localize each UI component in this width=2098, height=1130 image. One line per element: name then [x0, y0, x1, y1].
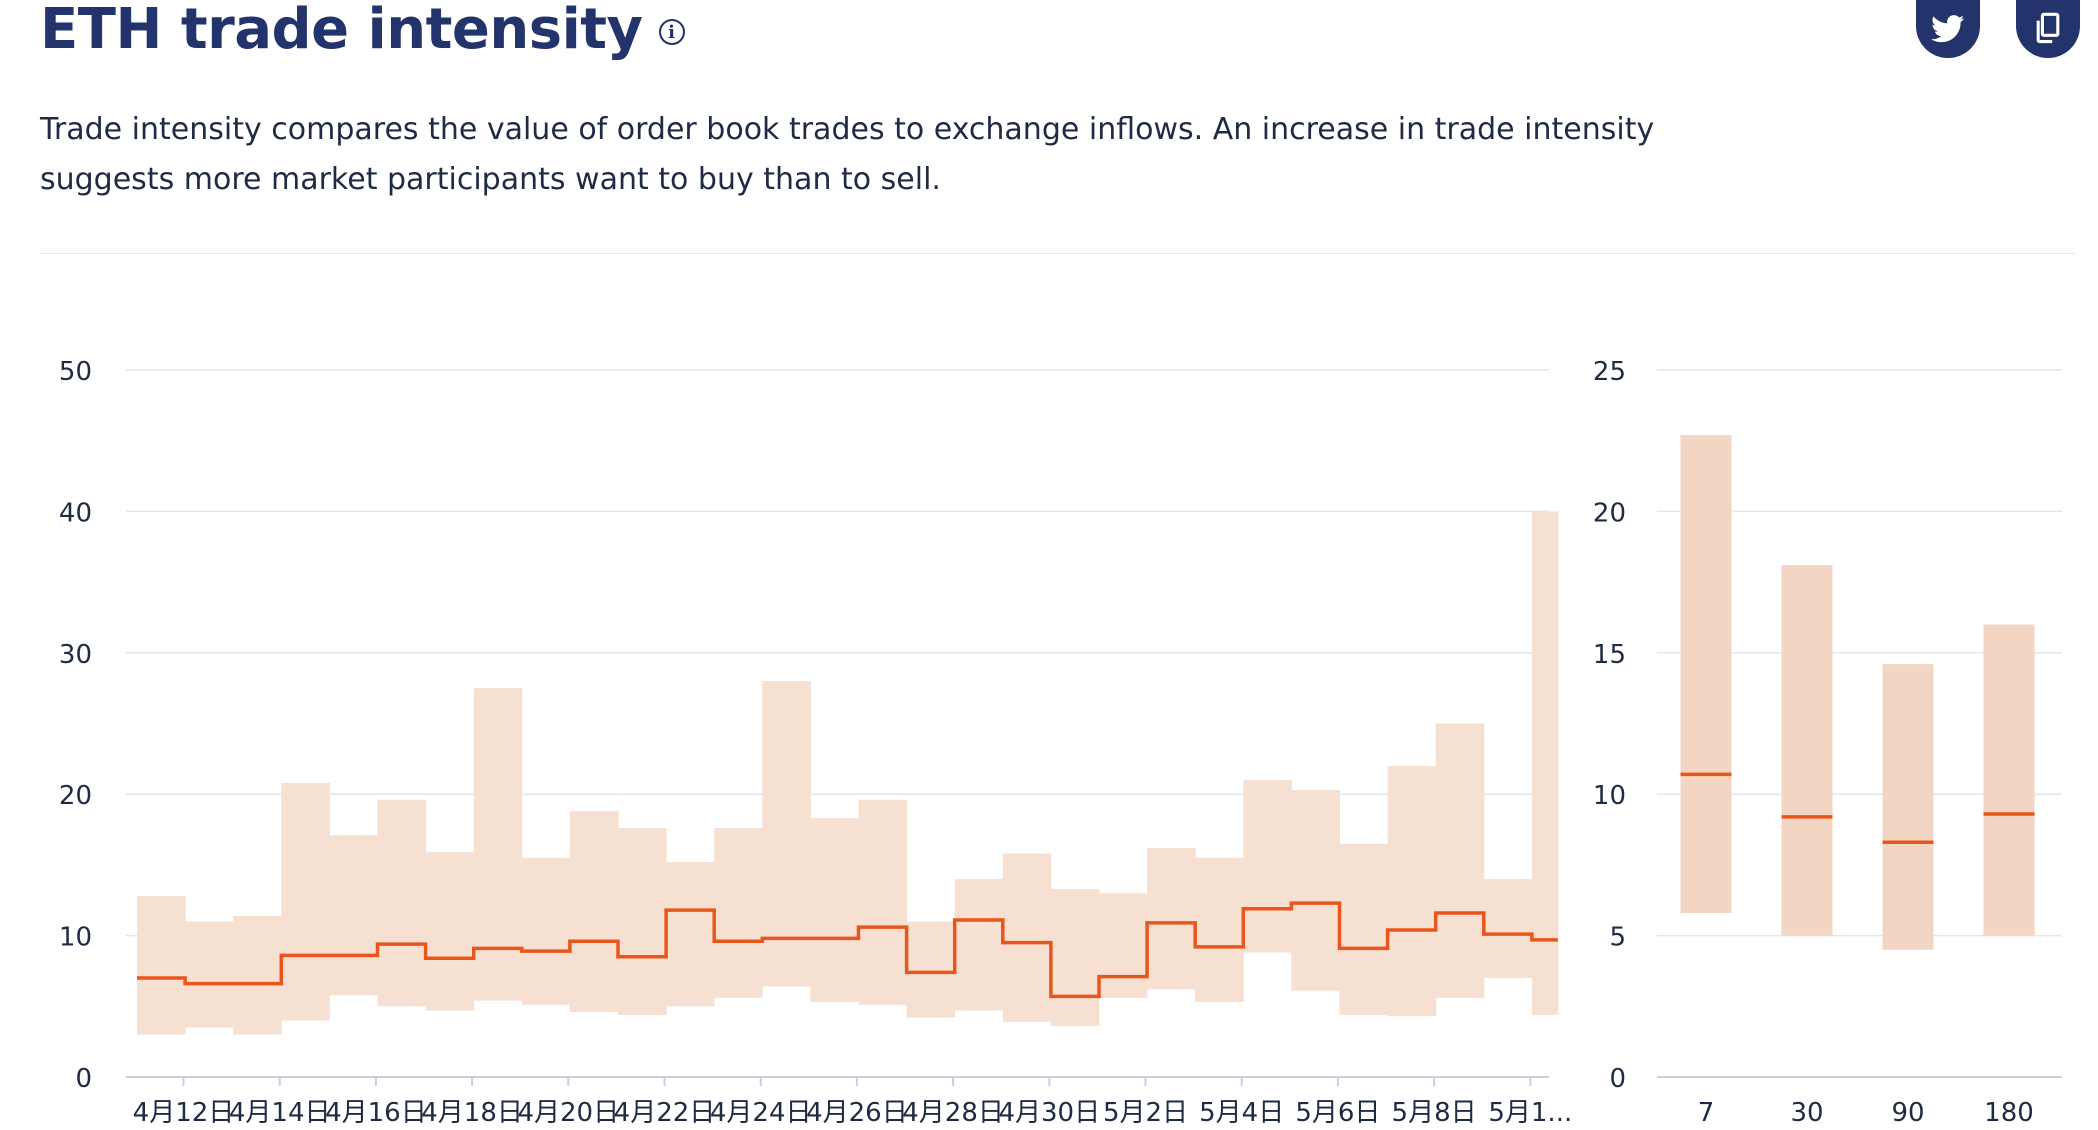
range-band: [521, 857, 571, 1005]
twitter-icon: [1931, 15, 1965, 43]
range-band: [666, 862, 715, 1007]
side-chart-x-ticks: 7 30 90 180: [1698, 1098, 2034, 1128]
range-band: [1339, 843, 1389, 1015]
period-range-bar: [1781, 565, 1833, 936]
range-band: [906, 921, 956, 1018]
range-band: [762, 681, 811, 987]
range-band: [281, 782, 330, 1021]
main-y-tick-label: 10: [59, 923, 92, 953]
main-chart-range-bands: [137, 511, 1559, 1035]
side-x-tick-label: 180: [1984, 1098, 2034, 1128]
range-band: [233, 915, 282, 1035]
range-band: [954, 879, 1004, 1011]
side-y-tick-label: 10: [1593, 781, 1626, 811]
range-band: [1050, 888, 1100, 1027]
chart-header: ETH trade intensity i: [40, 0, 2070, 64]
side-y-tick-label: 15: [1593, 640, 1626, 670]
range-band: [473, 688, 523, 1001]
range-band: [1483, 879, 1533, 979]
main-y-tick-label: 30: [59, 640, 92, 670]
range-band: [1195, 857, 1244, 1003]
range-band: [425, 852, 475, 1011]
period-range-bar: [1680, 435, 1732, 913]
range-band: [1147, 847, 1196, 990]
main-x-tick-label: 5月2日: [1103, 1098, 1188, 1128]
twitter-share-button[interactable]: [1916, 0, 1980, 58]
side-x-tick-label: 7: [1698, 1098, 1715, 1128]
main-x-tick-label: 5月1...: [1488, 1098, 1572, 1128]
main-x-tick-label: 5月6日: [1295, 1098, 1380, 1128]
main-x-tick-label: 4月26日: [806, 1098, 908, 1128]
main-y-tick-label: 20: [59, 781, 92, 811]
main-x-tick-label: 5月8日: [1392, 1098, 1477, 1128]
main-chart-step-line: [137, 901, 1558, 999]
period-range-bar: [1882, 664, 1934, 950]
main-y-tick-label: 0: [75, 1064, 92, 1094]
side-chart-y-ticks: 0 5 10 15 20 25: [1593, 357, 1626, 1094]
range-band: [1243, 780, 1292, 953]
range-band: [1435, 723, 1485, 998]
side-x-tick-label: 30: [1790, 1098, 1823, 1128]
range-band: [810, 818, 859, 1003]
range-band: [1099, 893, 1148, 998]
main-chart-x-ticks: 4月12日4月14日4月16日4月18日4月20日4月22日4月24日4月26日…: [133, 1077, 1572, 1128]
main-chart-y-ticks: 0 10 20 30 40 50: [59, 357, 92, 1094]
page-title: ETH trade intensity: [40, 0, 643, 62]
range-band: [377, 799, 427, 1007]
main-x-tick-label: 4月30日: [998, 1098, 1100, 1128]
trade-intensity-line: [137, 901, 1558, 999]
side-y-tick-label: 5: [1609, 923, 1626, 953]
range-band: [1291, 789, 1340, 991]
range-band: [1387, 765, 1437, 1017]
side-chart-range-bars: [1680, 435, 2035, 950]
main-x-tick-label: 4月22日: [614, 1098, 716, 1128]
side-y-tick-label: 20: [1593, 498, 1626, 528]
main-x-tick-label: 4月18日: [421, 1098, 523, 1128]
range-band: [185, 921, 234, 1028]
main-x-tick-label: 4月12日: [133, 1098, 235, 1128]
main-y-tick-label: 40: [59, 498, 92, 528]
main-y-tick-label: 50: [59, 357, 92, 387]
main-x-tick-label: 5月4日: [1199, 1098, 1284, 1128]
main-x-tick-label: 4月24日: [710, 1098, 812, 1128]
main-x-tick-label: 4月20日: [517, 1098, 619, 1128]
period-range-bar: [1983, 624, 2035, 936]
range-band: [137, 896, 186, 1035]
side-y-tick-label: 0: [1609, 1064, 1626, 1094]
range-band: [329, 835, 378, 995]
copy-link-button[interactable]: [2016, 0, 2080, 58]
side-x-tick-label: 90: [1891, 1098, 1924, 1128]
main-x-tick-label: 4月14日: [229, 1098, 331, 1128]
side-y-tick-label: 25: [1593, 357, 1626, 387]
range-band: [1002, 853, 1052, 1022]
info-icon[interactable]: i: [658, 19, 685, 45]
range-band: [858, 799, 908, 1005]
header-divider: [40, 253, 2075, 254]
range-band: [1531, 511, 1559, 1015]
range-band: [714, 828, 763, 998]
range-band: [618, 828, 667, 1015]
main-x-tick-label: 4月16日: [325, 1098, 427, 1128]
title-row: ETH trade intensity i: [40, 0, 2070, 64]
main-x-tick-label: 4月28日: [902, 1098, 1004, 1128]
chart-description: Trade intensity compares the value of or…: [40, 112, 1655, 197]
copy-icon: [2036, 12, 2060, 44]
range-band: [569, 811, 619, 1012]
